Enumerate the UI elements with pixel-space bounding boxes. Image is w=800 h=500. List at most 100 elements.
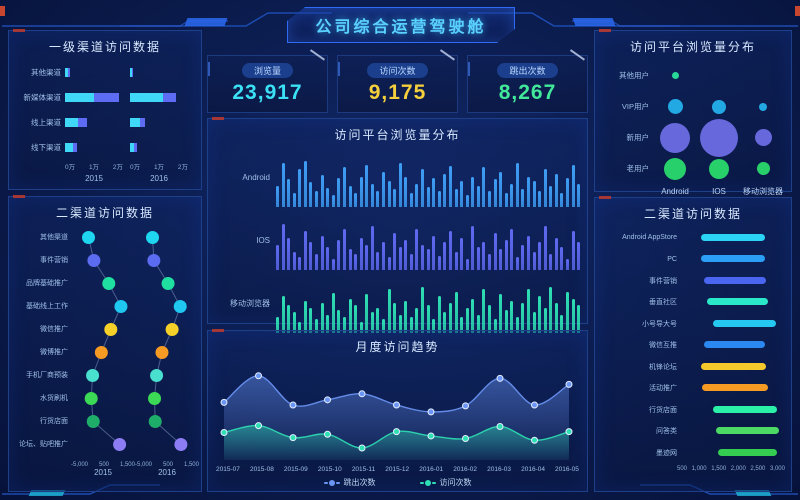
bubble-cell[interactable] [741,129,785,146]
stacked-bar[interactable] [130,118,188,127]
bar [703,341,765,349]
user-type-label: VIP用户 [621,102,649,111]
stacked-bar[interactable] [65,143,123,152]
bar [448,165,452,207]
bubble-cell[interactable] [697,99,741,114]
kpi-label: 访问次数 [367,63,428,78]
bar [566,291,570,333]
kpi-card-bounces: 跳出次数 8,267 [467,55,588,113]
bar [700,233,765,241]
bar-track[interactable] [682,405,785,414]
x-axis-ticks: -5,000 500 1,500 [71,461,135,468]
bar [515,162,519,207]
bar [499,293,503,333]
bar [543,226,547,270]
platform-column-labels: Android IOS 移动浏览器 [601,184,785,197]
bar-track[interactable] [682,276,785,285]
channel-row: 事件营销 [601,270,785,292]
level2-channel-scatter[interactable]: 其他渠道 事件营销 品牌基础推广 基础线上工作 微信推广 微博推广 手机厂商预装 水货刷机 行货… [15,226,199,477]
bubble-cell[interactable] [741,162,785,175]
scatter-group[interactable]: -5,000 500 1,500 2015 [71,226,135,477]
axis-tick: 1,500 [119,462,135,468]
bar [471,176,475,207]
bar [337,310,341,333]
bubble-cell[interactable] [741,102,785,111]
axis-tick: 2016-04 [521,466,545,473]
bar-track[interactable] [682,362,785,371]
kpi-card-visits: 访问次数 9,175 [337,55,458,113]
legend-item[interactable]: 跳出次数 [323,477,376,488]
legend-item[interactable]: 访问次数 [419,477,472,488]
bar-track[interactable] [682,255,785,263]
level1-channel-chart[interactable]: 其他渠道 新媒体渠道 线上渠道 线下渠道 0万 1万 2万 0万 1万 2万 2015 2016 [15,60,195,184]
bar [309,307,313,333]
panel-platform-bubbles: 访问平台浏览量分布 其他用户 VIP用户 新用户 老用户 Android IOS 移动浏览器 [594,29,792,196]
stacked-bar[interactable] [130,93,188,102]
bubble-cell[interactable] [697,118,741,157]
stacked-bar[interactable] [130,143,188,152]
bar [298,257,302,270]
bubble-cell[interactable] [653,157,697,180]
bar-track[interactable] [682,448,785,457]
bubble-cell[interactable] [653,72,697,79]
bar [354,254,358,270]
platform-distribution-chart[interactable]: Android IOS 移动浏览器 [214,148,581,337]
channel-label: 墨迹网 [656,449,677,457]
bar-track[interactable] [682,341,785,349]
bar [376,307,380,333]
bar-track[interactable] [682,233,785,242]
bar [354,193,358,207]
bubble-cell[interactable] [697,158,741,179]
bar [717,448,778,456]
panel-platform-distribution: 访问平台浏览量分布 Android IOS 移动浏览器 [207,117,588,333]
bar-strip[interactable] [276,224,581,270]
platform-bubble-chart[interactable]: 其他用户 VIP用户 新用户 老用户 Android IOS 移动浏览器 [601,60,785,197]
stacked-bar[interactable] [130,68,188,77]
monthly-trend-chart[interactable]: 2015-07 2015-08 2015-09 2015-10 2015-11 2015-… [214,360,581,488]
bar [454,188,458,207]
axis-tick: 500 [162,462,173,468]
axis-tick: 2015-09 [283,466,308,473]
bar-track[interactable] [682,298,785,306]
bar-segment [140,118,145,127]
x-axis-ticks: 0万 1万 2万 [65,161,123,171]
category-label: 手机厂商预装 [26,372,68,379]
bar-track[interactable] [682,319,785,328]
bar [398,162,402,207]
user-type-label: 老用户 [626,164,650,173]
bar [421,244,425,270]
bar [320,174,324,207]
bar [499,249,503,270]
bar [448,230,452,270]
bar [560,247,564,270]
axis-tick: 2,000 [730,465,746,472]
level2-channel-bars[interactable]: Android AppStore PC 事件营销 垂直社区 小号导大号 微信互推 机锋论坛活… [601,227,785,472]
stacked-bar[interactable] [65,93,123,102]
bar [359,321,363,333]
bar-track[interactable] [682,384,785,392]
channel-row: Android AppStore [601,227,785,249]
bar [404,240,408,270]
bar [549,287,553,333]
axis-tick: 0万 [130,164,141,171]
stacked-bar[interactable] [65,118,123,127]
bar [538,191,542,207]
bar [381,172,385,207]
bar-track[interactable] [682,427,785,435]
bar-strip[interactable] [276,161,581,207]
bar [493,233,497,270]
stacked-bar[interactable] [65,68,123,77]
bubble-cell[interactable] [653,99,697,114]
bar [554,173,558,207]
panel-level2-channel-left: 二渠道访问数据 其他渠道 事件营销 品牌基础推广 基础线上工作 微信推广 微博推广 手机厂商… [8,195,202,492]
bar-strip[interactable] [276,287,581,333]
platform-row: Android [214,148,581,211]
bar [376,191,380,207]
bar [471,226,475,270]
scatter-group[interactable]: -5,000 500 1,500 2016 [135,226,199,477]
bar [566,258,570,270]
axis-tick: 2015-10 [317,466,342,473]
bar [554,303,558,333]
bubble-cell[interactable] [653,122,697,153]
x-axis-ticks: 500 1,000 1,500 2,000 2,500 3,000 [601,466,785,472]
